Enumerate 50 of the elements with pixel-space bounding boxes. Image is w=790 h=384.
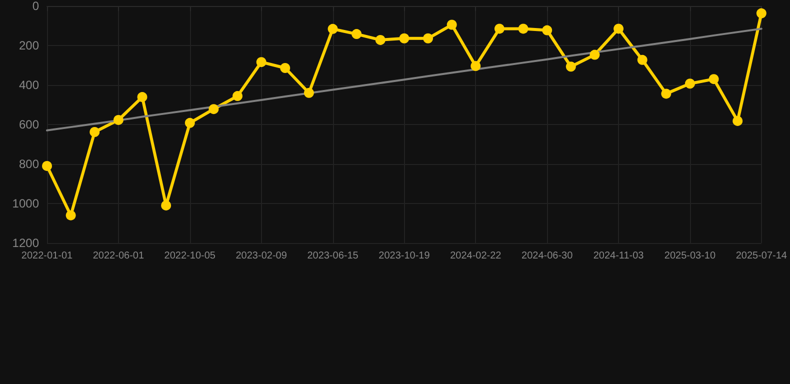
point [614,24,624,34]
point [399,33,410,44]
point [661,88,672,99]
point [184,118,195,128]
y-tick-label: 0 [32,0,40,13]
x-tick-label: 2024-06-30 [522,250,574,262]
point [90,127,100,137]
point [208,104,219,114]
point [637,54,648,65]
point [542,25,552,36]
y-tick-label: 400 [18,78,40,92]
y-tick-label: 200 [18,38,40,52]
point [590,50,600,60]
x-tick-label: 2025-07-14 [736,250,788,262]
x-tick-label: 2022-01-01 [21,250,74,262]
point [423,33,434,44]
point [518,24,528,34]
point [566,62,576,72]
point [232,91,243,102]
point [446,20,457,30]
point [328,24,338,34]
point [732,116,743,126]
y-tick-label: 600 [18,118,40,132]
y-tick-label: 1200 [12,236,40,250]
x-tick-label: 2023-02-09 [236,250,288,262]
x-tick-label: 2022-06-01 [92,250,144,262]
x-tick-label: 2024-02-22 [450,250,502,262]
point [470,61,481,72]
point [113,114,124,125]
point [352,29,362,40]
x-tick-label: 2022-10-05 [164,250,216,262]
y-tick-label: 1000 [12,196,40,210]
point [137,92,148,102]
point [708,74,719,84]
x-tick-label: 2023-10-19 [378,250,430,262]
x-tick-label: 2024-11-03 [593,250,644,262]
point [42,160,52,171]
x-tick-label: 2023-06-15 [307,250,359,262]
point [684,78,695,89]
point [161,200,172,210]
point [375,34,386,45]
point [256,57,266,68]
y-tick-label: 800 [18,157,40,171]
line-series [46,28,762,132]
x-tick-label: 2025-03-10 [664,250,716,262]
point [66,210,76,220]
point [494,24,504,34]
point [756,8,766,18]
point [280,63,290,74]
point [304,88,314,98]
